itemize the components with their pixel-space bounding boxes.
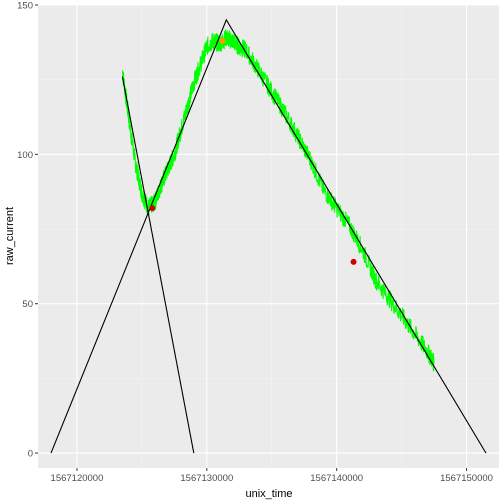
signal-series-line xyxy=(122,29,435,372)
y-tick-label: 50 xyxy=(22,299,33,310)
data-point xyxy=(350,258,357,265)
series-layer xyxy=(50,18,487,454)
x-axis-title: unix_time xyxy=(245,488,292,500)
y-axis-ticks: 0 50 100 150 xyxy=(17,1,38,460)
y-tick-label: 100 xyxy=(17,150,33,161)
trend-line xyxy=(50,18,487,454)
y-tick-label: 150 xyxy=(17,1,33,12)
trend-line xyxy=(121,76,195,454)
x-tick-label: 1567120000 xyxy=(51,473,104,484)
x-tick-label: 1567150000 xyxy=(440,473,493,484)
x-tick-label: 1567140000 xyxy=(310,473,363,484)
plot-panel xyxy=(38,5,499,468)
x-tick-label: 1567130000 xyxy=(180,473,233,484)
y-tick-label: 0 xyxy=(28,449,33,460)
data-point xyxy=(149,205,156,212)
y-axis-title: raw_current xyxy=(4,207,16,265)
data-point xyxy=(219,37,226,44)
x-axis-ticks: 1567120000 1567130000 1567140000 1567150000 xyxy=(51,468,493,484)
major-gridlines xyxy=(38,4,499,468)
